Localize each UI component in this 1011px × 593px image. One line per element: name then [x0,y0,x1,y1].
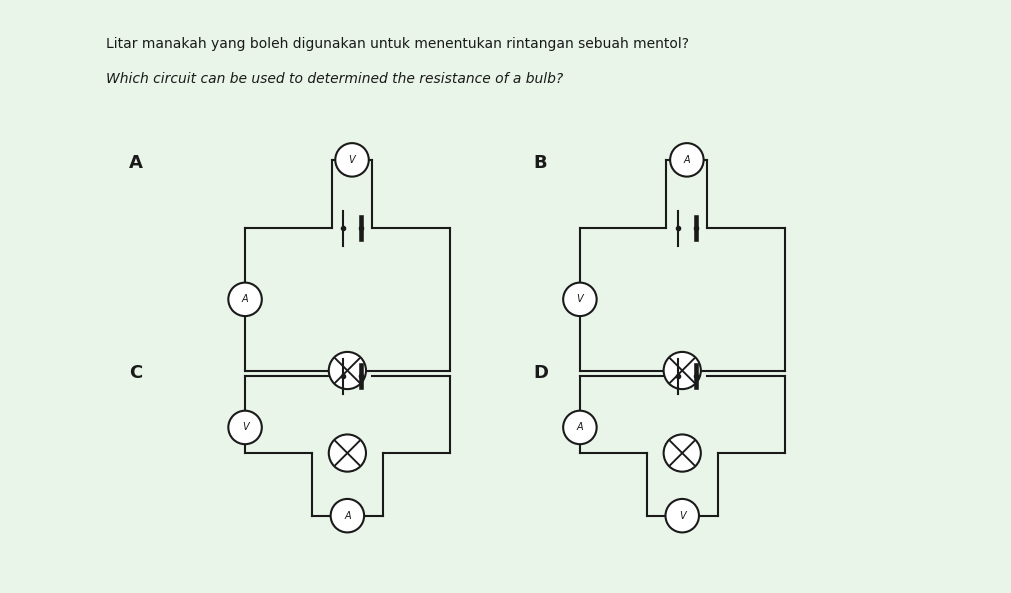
Text: V: V [679,511,685,521]
Text: A: A [683,155,691,165]
Ellipse shape [336,143,369,177]
Ellipse shape [329,352,366,389]
Ellipse shape [228,283,262,316]
Ellipse shape [228,411,262,444]
Ellipse shape [670,143,704,177]
Text: A: A [576,422,583,432]
Text: B: B [534,154,547,172]
Text: V: V [242,422,249,432]
Text: A: A [242,294,249,304]
Text: A: A [128,154,143,172]
Ellipse shape [663,435,701,471]
Ellipse shape [563,411,596,444]
Text: D: D [534,364,548,382]
Text: Which circuit can be used to determined the resistance of a bulb?: Which circuit can be used to determined … [105,72,563,85]
Ellipse shape [665,499,699,533]
Ellipse shape [331,499,364,533]
Text: A: A [344,511,351,521]
Text: C: C [128,364,143,382]
Ellipse shape [329,435,366,471]
Text: V: V [349,155,355,165]
Text: Litar manakah yang boleh digunakan untuk menentukan rintangan sebuah mentol?: Litar manakah yang boleh digunakan untuk… [105,37,688,52]
Text: V: V [576,294,583,304]
Ellipse shape [563,283,596,316]
Ellipse shape [663,352,701,389]
